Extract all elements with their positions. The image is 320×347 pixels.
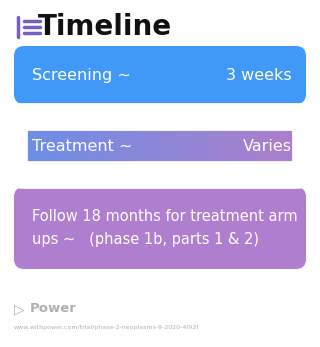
- Text: Varies: Varies: [243, 138, 292, 153]
- Text: 3 weeks: 3 weeks: [226, 68, 292, 83]
- FancyBboxPatch shape: [14, 187, 306, 269]
- Text: www.withpower.com/trial/phase-2-neoplasms-9-2020-4f92f: www.withpower.com/trial/phase-2-neoplasm…: [14, 324, 199, 330]
- Text: ▷: ▷: [14, 302, 25, 316]
- Text: Screening ~: Screening ~: [32, 68, 131, 83]
- FancyBboxPatch shape: [14, 46, 306, 104]
- Text: Timeline: Timeline: [38, 13, 172, 41]
- Text: Treatment ~: Treatment ~: [32, 138, 132, 153]
- Text: Power: Power: [30, 303, 77, 315]
- Text: Follow 18 months for treatment arm
ups ~   (phase 1b, parts 1 & 2): Follow 18 months for treatment arm ups ~…: [32, 209, 298, 247]
